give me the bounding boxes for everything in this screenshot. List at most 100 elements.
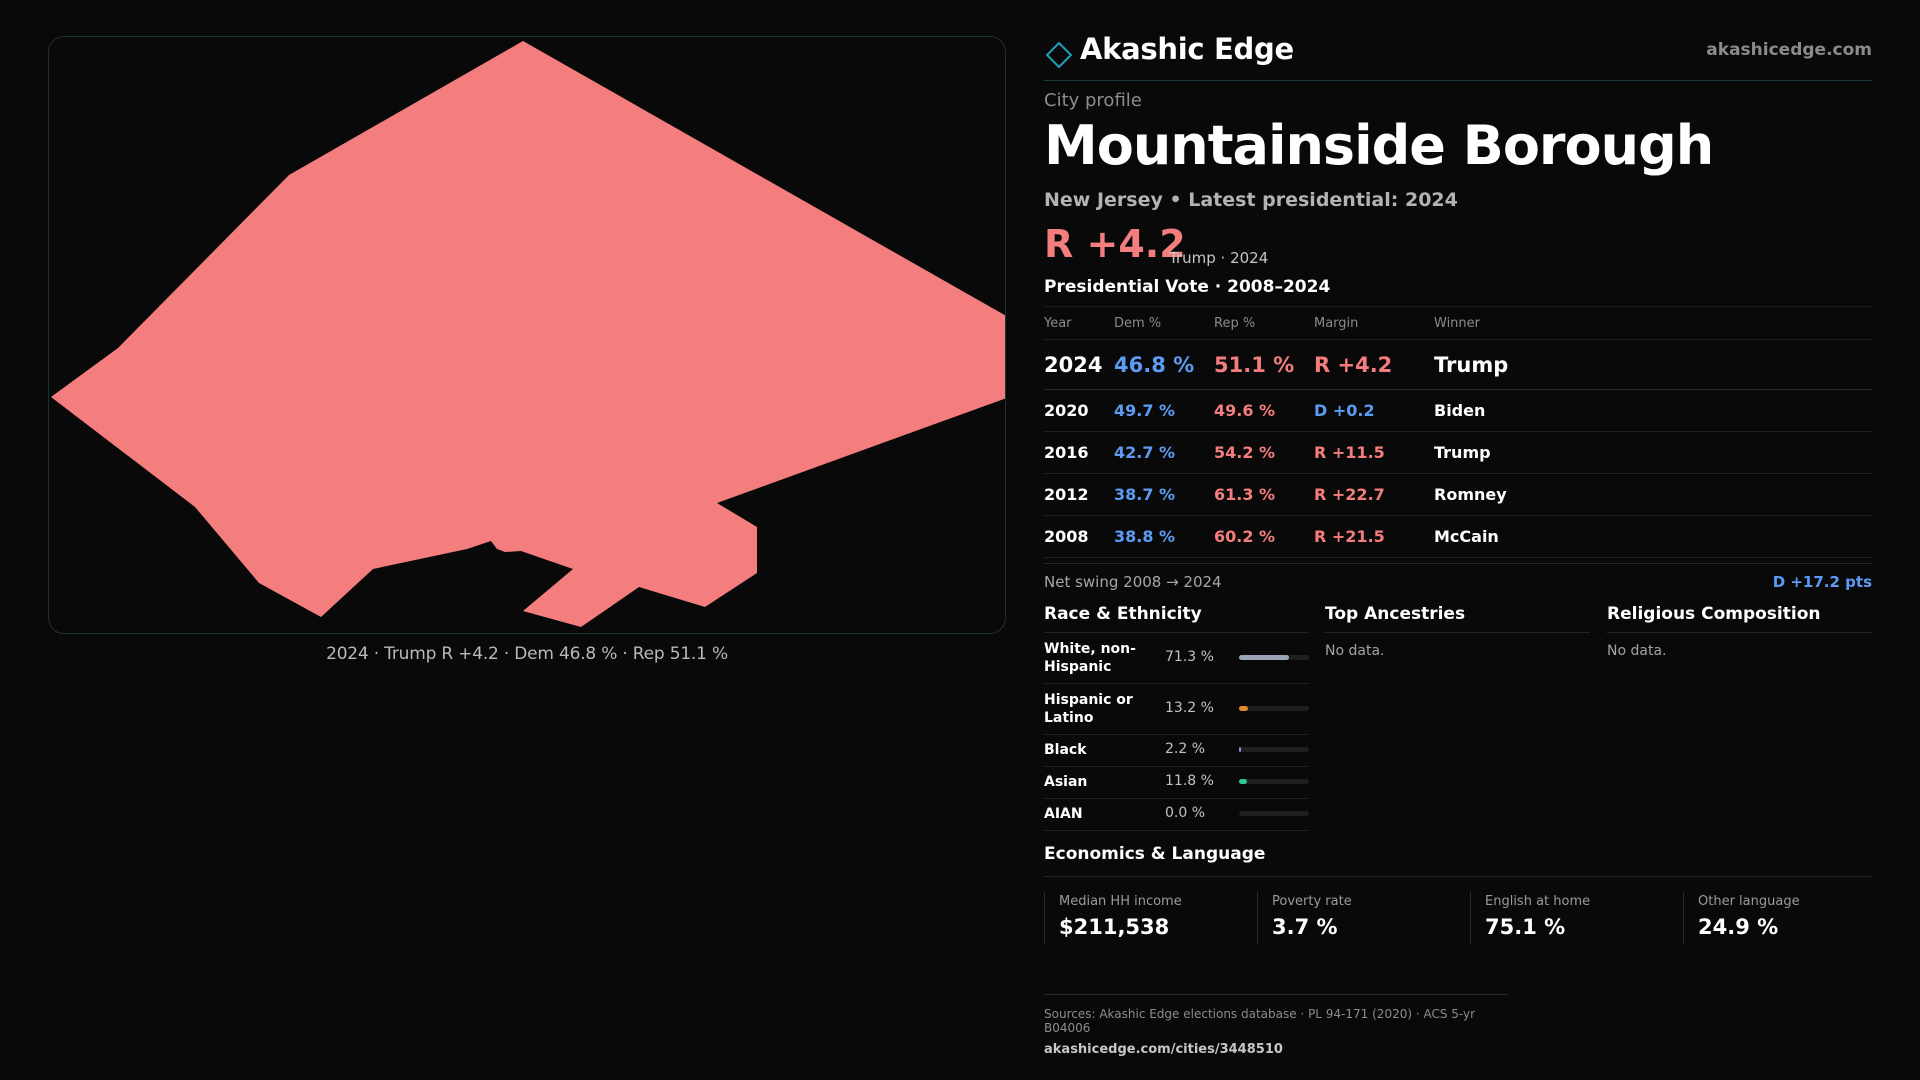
race-bar-fill bbox=[1239, 779, 1248, 784]
header-winner: Winner bbox=[1434, 306, 1872, 340]
econ-label: Other language bbox=[1698, 894, 1800, 909]
net-swing-value: D +17.2 pts bbox=[1772, 573, 1872, 591]
cell-winner: Trump bbox=[1434, 431, 1872, 474]
cell-year: 2016 bbox=[1044, 431, 1114, 474]
econ-cell-english: English at home 75.1 % bbox=[1470, 892, 1670, 944]
municipality-map bbox=[51, 41, 1006, 627]
diamond-logo-icon bbox=[1046, 42, 1072, 68]
religion-section: Religious Composition No data. bbox=[1607, 600, 1872, 659]
cell-year: 2020 bbox=[1044, 389, 1114, 432]
table-row: 2024 46.8 % 51.1 % R +4.2 Trump bbox=[1044, 339, 1872, 390]
econ-value: 24.9 % bbox=[1698, 915, 1779, 939]
religion-section-title: Religious Composition bbox=[1607, 600, 1872, 633]
race-pct: 0.0 % bbox=[1165, 805, 1206, 821]
race-bar-track bbox=[1239, 706, 1309, 711]
cell-margin: R +11.5 bbox=[1314, 431, 1434, 474]
econ-label: Poverty rate bbox=[1272, 894, 1352, 909]
header-year: Year bbox=[1044, 306, 1114, 340]
race-section: Race & Ethnicity White, non-Hispanic 71.… bbox=[1044, 600, 1309, 831]
ancestry-empty-text: No data. bbox=[1325, 643, 1385, 659]
page-subtitle: New Jersey • Latest presidential: 2024 bbox=[1044, 189, 1458, 211]
footer-sources: Sources: Akashic Edge elections database… bbox=[1044, 1007, 1476, 1035]
cell-rep: 61.3 % bbox=[1214, 473, 1314, 516]
net-swing-row: Net swing 2008 → 2024 D +17.2 pts bbox=[1044, 563, 1872, 600]
vote-section-title: Presidential Vote · 2008–2024 bbox=[1044, 277, 1331, 297]
net-swing-label: Net swing 2008 → 2024 bbox=[1044, 573, 1222, 591]
header-rep: Rep % bbox=[1214, 306, 1314, 340]
cell-margin: D +0.2 bbox=[1314, 389, 1434, 432]
cell-rep: 60.2 % bbox=[1214, 515, 1314, 558]
vote-table-header: Year Dem % Rep % Margin Winner bbox=[1044, 306, 1872, 340]
headline-margin: R +4.2 bbox=[1044, 222, 1186, 266]
race-row: AIAN 0.0 % bbox=[1044, 799, 1309, 831]
race-pct: 13.2 % bbox=[1165, 700, 1214, 716]
footer: Sources: Akashic Edge elections database… bbox=[1044, 994, 1508, 1057]
map-caption: 2024 · Trump R +4.2 · Dem 46.8 % · Rep 5… bbox=[326, 644, 728, 664]
brand-url-link[interactable]: akashicedge.com bbox=[1706, 40, 1872, 60]
cell-margin: R +4.2 bbox=[1314, 339, 1434, 390]
cell-dem: 42.7 % bbox=[1114, 431, 1214, 474]
cell-rep: 51.1 % bbox=[1214, 339, 1314, 390]
cell-dem: 46.8 % bbox=[1114, 339, 1214, 390]
cell-year: 2008 bbox=[1044, 515, 1114, 558]
race-bar-track bbox=[1239, 747, 1309, 752]
econ-cell-other-language: Other language 24.9 % bbox=[1683, 892, 1883, 944]
page-title: Mountainside Borough bbox=[1044, 114, 1714, 177]
religion-empty-text: No data. bbox=[1607, 643, 1667, 659]
race-bar-track bbox=[1239, 779, 1309, 784]
econ-label: Median HH income bbox=[1059, 894, 1182, 909]
race-row: Hispanic or Latino 13.2 % bbox=[1044, 684, 1309, 735]
race-bar-fill bbox=[1239, 747, 1241, 752]
race-row: Asian 11.8 % bbox=[1044, 767, 1309, 799]
cell-winner: McCain bbox=[1434, 515, 1872, 558]
ancestry-section: Top Ancestries No data. bbox=[1325, 600, 1590, 659]
race-bar-fill bbox=[1239, 706, 1249, 711]
brand-name[interactable]: Akashic Edge bbox=[1080, 32, 1294, 66]
cell-winner: Romney bbox=[1434, 473, 1872, 516]
econ-value: 3.7 % bbox=[1272, 915, 1338, 939]
race-row: White, non-Hispanic 71.3 % bbox=[1044, 633, 1309, 684]
race-label: White, non-Hispanic bbox=[1044, 641, 1136, 675]
headline-note: Trump · 2024 bbox=[1169, 249, 1269, 267]
econ-section-title-text: Economics & Language bbox=[1044, 844, 1266, 864]
race-bar-track bbox=[1239, 811, 1309, 816]
table-row: 2016 42.7 % 54.2 % R +11.5 Trump bbox=[1044, 431, 1872, 474]
race-label: AIAN bbox=[1044, 806, 1083, 822]
race-row: Black 2.2 % bbox=[1044, 735, 1309, 767]
race-bar-fill bbox=[1239, 655, 1289, 660]
header-margin: Margin bbox=[1314, 306, 1434, 340]
cell-winner: Trump bbox=[1434, 339, 1872, 390]
vote-table: Year Dem % Rep % Margin Winner 2024 46.8… bbox=[1044, 306, 1872, 558]
page-kicker: City profile bbox=[1044, 90, 1142, 111]
brand-header: Akashic Edge akashicedge.com bbox=[1044, 30, 1872, 81]
table-row: 2008 38.8 % 60.2 % R +21.5 McCain bbox=[1044, 515, 1872, 558]
race-section-title: Race & Ethnicity bbox=[1044, 600, 1309, 633]
race-pct: 71.3 % bbox=[1165, 649, 1214, 665]
race-pct: 2.2 % bbox=[1165, 741, 1206, 757]
map-panel bbox=[48, 36, 1006, 634]
table-row: 2012 38.7 % 61.3 % R +22.7 Romney bbox=[1044, 473, 1872, 516]
race-pct: 11.8 % bbox=[1165, 773, 1214, 789]
cell-dem: 38.7 % bbox=[1114, 473, 1214, 516]
ancestry-section-title: Top Ancestries bbox=[1325, 600, 1590, 633]
cell-dem: 38.8 % bbox=[1114, 515, 1214, 558]
cell-year: 2012 bbox=[1044, 473, 1114, 516]
cell-rep: 54.2 % bbox=[1214, 431, 1314, 474]
econ-cell-poverty: Poverty rate 3.7 % bbox=[1257, 892, 1457, 944]
header-dem: Dem % bbox=[1114, 306, 1214, 340]
econ-section-title: Economics & Language bbox=[1044, 844, 1872, 877]
cell-year: 2024 bbox=[1044, 339, 1114, 390]
cell-winner: Biden bbox=[1434, 389, 1872, 432]
cell-rep: 49.6 % bbox=[1214, 389, 1314, 432]
race-bar-track bbox=[1239, 655, 1309, 660]
econ-label: English at home bbox=[1485, 894, 1591, 909]
econ-cell-income: Median HH income $211,538 bbox=[1044, 892, 1244, 944]
profile-panel: Akashic Edge akashicedge.com City profil… bbox=[1044, 0, 1872, 1080]
econ-value: $211,538 bbox=[1059, 915, 1170, 939]
race-label: Black bbox=[1044, 742, 1087, 758]
econ-value: 75.1 % bbox=[1485, 915, 1566, 939]
municipality-shape[interactable] bbox=[51, 41, 1006, 627]
footer-url-link[interactable]: akashicedge.com/cities/3448510 bbox=[1044, 1042, 1283, 1057]
cell-margin: R +21.5 bbox=[1314, 515, 1434, 558]
race-label: Hispanic or Latino bbox=[1044, 692, 1133, 726]
